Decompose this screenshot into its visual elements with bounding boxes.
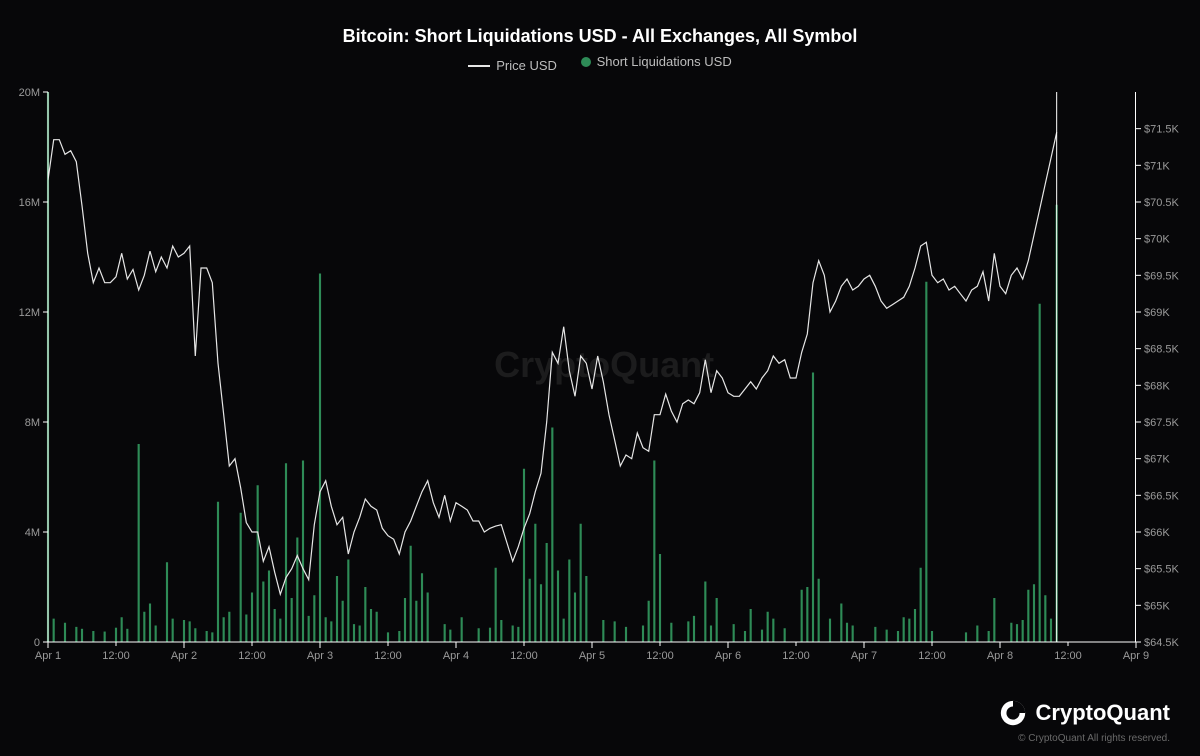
svg-text:$64.5K: $64.5K: [1144, 637, 1180, 649]
legend-price-swatch: [468, 65, 490, 67]
svg-text:Apr 6: Apr 6: [715, 650, 741, 662]
chart-legend: Price USD Short Liquidations USD: [0, 54, 1200, 73]
chart-title: Bitcoin: Short Liquidations USD - All Ex…: [0, 26, 1200, 47]
svg-text:12:00: 12:00: [238, 650, 266, 662]
svg-text:16M: 16M: [19, 197, 40, 209]
legend-liq: Short Liquidations USD: [581, 54, 732, 69]
svg-text:$67.5K: $67.5K: [1144, 417, 1180, 429]
svg-text:$70K: $70K: [1144, 234, 1170, 246]
svg-text:Apr 9: Apr 9: [1123, 650, 1149, 662]
copyright-text: © CryptoQuant All rights reserved.: [1018, 733, 1170, 744]
legend-price-label: Price USD: [496, 58, 557, 73]
svg-text:$67K: $67K: [1144, 454, 1170, 466]
svg-text:12:00: 12:00: [1054, 650, 1082, 662]
svg-text:CryptoQuant: CryptoQuant: [494, 344, 714, 385]
svg-text:4M: 4M: [25, 527, 40, 539]
svg-text:$68.5K: $68.5K: [1144, 344, 1180, 356]
svg-text:$69.5K: $69.5K: [1144, 270, 1180, 282]
brand-logo: CryptoQuant: [998, 698, 1170, 728]
svg-text:20M: 20M: [19, 87, 40, 99]
svg-text:Apr 5: Apr 5: [579, 650, 605, 662]
svg-text:$71.5K: $71.5K: [1144, 124, 1180, 136]
svg-text:12:00: 12:00: [646, 650, 674, 662]
svg-text:$71K: $71K: [1144, 160, 1170, 172]
svg-text:Apr 4: Apr 4: [443, 650, 469, 662]
svg-text:$66.5K: $66.5K: [1144, 490, 1180, 502]
chart-plot: CryptoQuant04M8M12M16M20M$64.5K$65K$65.5…: [48, 92, 1136, 662]
svg-text:$66K: $66K: [1144, 527, 1170, 539]
cryptoquant-icon: [998, 698, 1028, 728]
svg-text:12M: 12M: [19, 307, 40, 319]
svg-text:12:00: 12:00: [510, 650, 538, 662]
svg-text:Apr 8: Apr 8: [987, 650, 1013, 662]
svg-text:$69K: $69K: [1144, 307, 1170, 319]
svg-text:Apr 1: Apr 1: [35, 650, 61, 662]
svg-text:12:00: 12:00: [102, 650, 130, 662]
svg-text:12:00: 12:00: [782, 650, 810, 662]
chart-svg: CryptoQuant04M8M12M16M20M$64.5K$65K$65.5…: [48, 92, 1136, 662]
legend-price: Price USD: [468, 58, 557, 73]
svg-text:$70.5K: $70.5K: [1144, 197, 1180, 209]
svg-text:$65K: $65K: [1144, 600, 1170, 612]
legend-liq-label: Short Liquidations USD: [597, 54, 732, 69]
svg-text:$65.5K: $65.5K: [1144, 564, 1180, 576]
svg-text:Apr 3: Apr 3: [307, 650, 333, 662]
svg-text:12:00: 12:00: [918, 650, 946, 662]
legend-liq-swatch: [581, 57, 591, 67]
brand-text: CryptoQuant: [1036, 700, 1170, 726]
svg-text:Apr 2: Apr 2: [171, 650, 197, 662]
svg-text:8M: 8M: [25, 417, 40, 429]
svg-text:0: 0: [34, 637, 40, 649]
svg-text:Apr 7: Apr 7: [851, 650, 877, 662]
svg-text:$68K: $68K: [1144, 380, 1170, 392]
svg-text:12:00: 12:00: [374, 650, 402, 662]
